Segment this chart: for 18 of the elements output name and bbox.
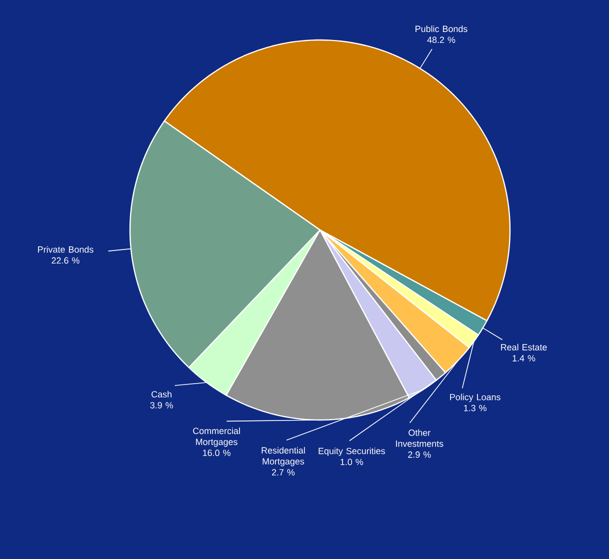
data-label: 1.3 %: [464, 404, 486, 412]
slice-label: Commercial Mortgages: [193, 428, 240, 447]
slice-label: Policy Loans: [450, 394, 500, 402]
data-label: 2.7 %: [272, 469, 295, 476]
data-label: 1.4 %: [512, 355, 536, 362]
slice-label: Other Investments: [396, 429, 444, 447]
data-label: 1.0 %: [340, 458, 364, 466]
legend-label: Private Bonds: [38, 246, 94, 253]
data-label: 48.2 %: [427, 36, 456, 44]
slice-label: Cash: [152, 390, 172, 398]
slice-label: Real Estate: [501, 344, 547, 350]
data-label: 16.0 %: [203, 450, 230, 456]
data-label: 2.9 %: [408, 451, 431, 458]
slice-label: Residential Mortgages: [262, 446, 305, 466]
slice-label: Public Bonds: [416, 25, 468, 32]
data-label: 3.9 %: [150, 402, 173, 408]
data-label: 22.6 %: [52, 257, 80, 264]
slice-label: Equity Securities: [318, 448, 385, 456]
